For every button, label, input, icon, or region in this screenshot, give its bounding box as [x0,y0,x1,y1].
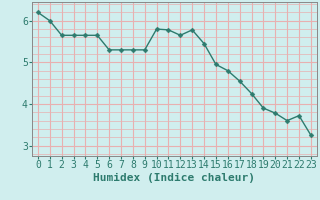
X-axis label: Humidex (Indice chaleur): Humidex (Indice chaleur) [93,173,255,183]
